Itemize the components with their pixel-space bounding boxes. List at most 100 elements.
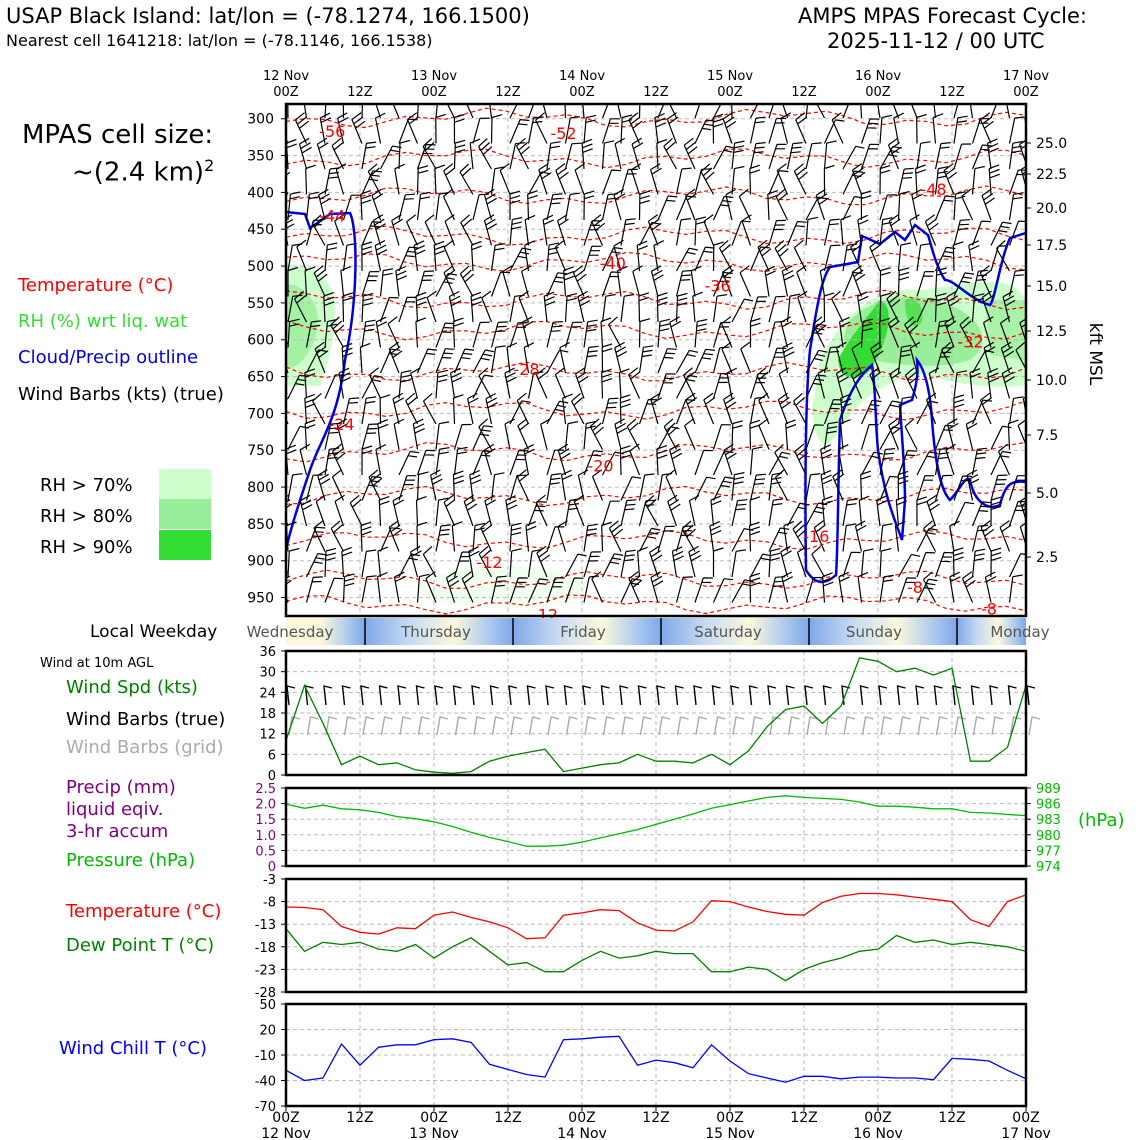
wind-barb	[694, 246, 715, 272]
wind-barb	[601, 500, 620, 527]
wind-barb	[953, 370, 968, 399]
wind-barb	[394, 163, 405, 195]
wind-barb	[879, 547, 892, 578]
wind-barb	[797, 290, 808, 323]
wind-barb	[398, 139, 411, 170]
wind-barb	[614, 418, 628, 450]
wind-barb	[563, 266, 575, 297]
bottom-time-label: 00Z	[568, 1110, 595, 1126]
wind-barb	[1008, 169, 1026, 195]
wind-barb	[675, 167, 692, 195]
wind-barb	[446, 104, 456, 119]
wind-barb	[1028, 450, 1046, 475]
wind-barb	[703, 214, 715, 246]
wind-barb	[916, 113, 927, 144]
panel-frame	[284, 786, 1028, 868]
wind-barb	[398, 246, 419, 272]
wind-barb	[879, 523, 893, 552]
wind-barb	[823, 292, 835, 323]
wind-barb	[990, 221, 1012, 246]
wind-barb	[620, 293, 635, 323]
wind-barb	[371, 188, 384, 221]
wind-barb	[361, 549, 377, 578]
wind-barb	[925, 392, 937, 425]
wind-barb	[840, 215, 852, 246]
wind-barb	[879, 194, 897, 221]
wind-barb	[583, 190, 595, 221]
wind-barb	[406, 214, 419, 246]
wind-barb	[860, 143, 880, 170]
wind-barb	[768, 295, 786, 323]
wind-barb	[502, 265, 513, 297]
wind-barb	[897, 450, 918, 476]
cell-size-value: ~(2.4 km)2	[72, 156, 215, 188]
wind-barb	[764, 265, 776, 297]
wind-barb	[712, 241, 724, 272]
wind-barb	[774, 469, 789, 501]
wind-barb	[338, 367, 351, 399]
wind-barb	[546, 526, 565, 552]
wind-barb	[893, 112, 904, 144]
weekday-name: Saturday	[694, 623, 762, 641]
wind-barb	[601, 368, 613, 399]
wind-barb	[823, 244, 841, 272]
wind-barb	[388, 520, 403, 552]
wind-barb	[413, 240, 426, 272]
wind-barb	[786, 142, 803, 170]
wind-barb	[335, 163, 347, 195]
wind-barb	[840, 419, 851, 450]
grid-wind-barb	[473, 716, 486, 736]
wind-barb	[453, 348, 475, 374]
station-title: USAP Black Island: lat/lon = (-78.1274, …	[6, 4, 530, 28]
wind-barb	[749, 164, 761, 195]
wind-barb	[983, 341, 996, 374]
wind-barb	[435, 497, 449, 527]
weekday-bar	[286, 618, 1026, 645]
wind-barb	[731, 499, 748, 527]
panel-tick-label: 0	[268, 769, 276, 784]
wind-barb	[1008, 574, 1023, 603]
wind-barb	[393, 571, 406, 603]
wind-barb	[971, 349, 995, 374]
wind-barb	[823, 164, 835, 195]
wind-barb	[710, 495, 722, 527]
panel-frame	[284, 877, 1028, 994]
true-wind-barb	[693, 685, 703, 706]
wind-barb	[768, 143, 787, 170]
wind-barb	[934, 447, 950, 476]
wind-barb	[361, 423, 379, 450]
wind-barb	[562, 393, 573, 425]
wind-barb	[813, 520, 826, 552]
wind-barb	[961, 188, 974, 221]
wind-barb	[546, 193, 563, 221]
wind-barb	[857, 571, 869, 603]
true-wind-barb	[434, 685, 444, 706]
xs-height-label: 7.5	[1036, 428, 1058, 444]
precip-label-3: 3-hr accum	[66, 821, 169, 842]
top-date-label: 15 Nov	[707, 69, 753, 84]
grid-wind-barb	[787, 716, 800, 736]
wind-barb	[509, 104, 518, 119]
wind-barb	[546, 242, 560, 272]
wind-barb	[721, 265, 734, 297]
top-time-label: 00Z	[569, 85, 595, 100]
wind-barb	[360, 521, 372, 552]
wind-barb	[688, 494, 700, 527]
wind-barb	[392, 494, 405, 527]
temp-contour-label: -48	[920, 180, 946, 199]
wind-barb	[869, 367, 882, 399]
grid-wind-barb	[713, 716, 726, 736]
wind-barb	[767, 190, 779, 221]
wind-barb	[943, 163, 958, 195]
wind-barb	[712, 476, 734, 501]
wind-barb	[786, 220, 807, 246]
wind-barb	[953, 115, 968, 144]
wind-barb	[666, 112, 679, 144]
wind-barb	[516, 392, 530, 425]
wind-barb	[435, 191, 450, 221]
true-wind-barb	[452, 685, 462, 706]
wind-barb	[823, 399, 843, 425]
wind-barb	[1020, 165, 1026, 190]
panel-tick-label: 0.5	[255, 844, 276, 859]
wind-barb	[831, 112, 844, 144]
